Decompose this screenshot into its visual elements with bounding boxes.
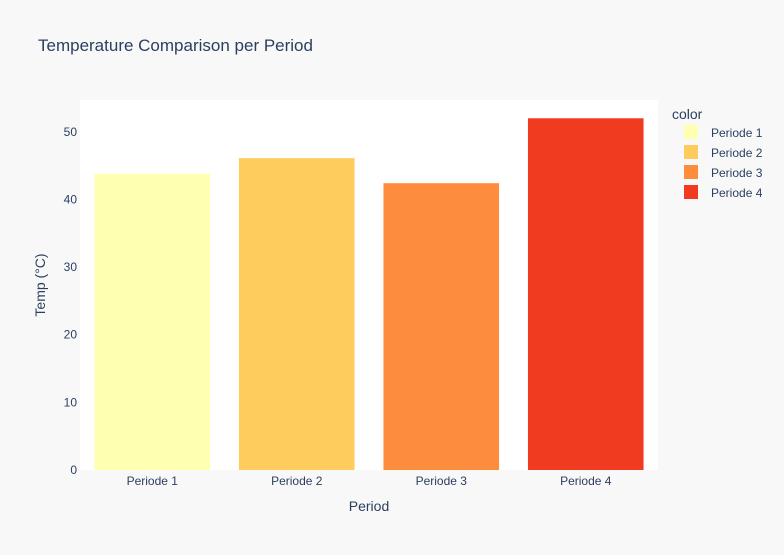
legend-item-label[interactable]: Periode 1 bbox=[711, 126, 763, 140]
y-axis-title: Temp (°C) bbox=[32, 253, 48, 316]
chart-title: Temperature Comparison per Period bbox=[38, 36, 313, 55]
y-axis-ticks: 0 10 20 30 40 50 bbox=[64, 125, 78, 477]
legend-item-label[interactable]: Periode 2 bbox=[711, 146, 763, 160]
x-tick-label: Periode 1 bbox=[127, 474, 179, 488]
legend-swatch[interactable] bbox=[684, 125, 698, 139]
x-axis-title: Period bbox=[349, 498, 389, 514]
y-tick-label: 40 bbox=[64, 192, 78, 206]
bars-group bbox=[94, 118, 644, 471]
y-tick-label: 50 bbox=[64, 125, 78, 139]
x-tick-label: Periode 2 bbox=[271, 474, 323, 488]
y-tick-label: 30 bbox=[64, 260, 78, 274]
bar-2[interactable] bbox=[238, 158, 355, 470]
legend-item-label[interactable]: Periode 4 bbox=[711, 186, 763, 200]
y-tick-label: 10 bbox=[64, 395, 78, 409]
bar-1[interactable] bbox=[94, 173, 211, 470]
legend-title: color bbox=[672, 106, 703, 122]
bar-3[interactable] bbox=[383, 183, 500, 470]
y-tick-label: 0 bbox=[70, 463, 77, 477]
legend-items: Periode 1 Periode 2 Periode 3 Periode 4 bbox=[684, 125, 763, 200]
legend-swatch[interactable] bbox=[684, 145, 698, 159]
legend-swatch[interactable] bbox=[684, 185, 698, 199]
y-tick-label: 20 bbox=[64, 328, 78, 342]
legend-swatch[interactable] bbox=[684, 165, 698, 179]
x-tick-label: Periode 4 bbox=[560, 474, 612, 488]
x-axis-ticks: Periode 1 Periode 2 Periode 3 Periode 4 bbox=[127, 474, 612, 488]
x-tick-label: Periode 3 bbox=[416, 474, 468, 488]
bar-4[interactable] bbox=[527, 118, 644, 471]
legend-item-label[interactable]: Periode 3 bbox=[711, 166, 763, 180]
